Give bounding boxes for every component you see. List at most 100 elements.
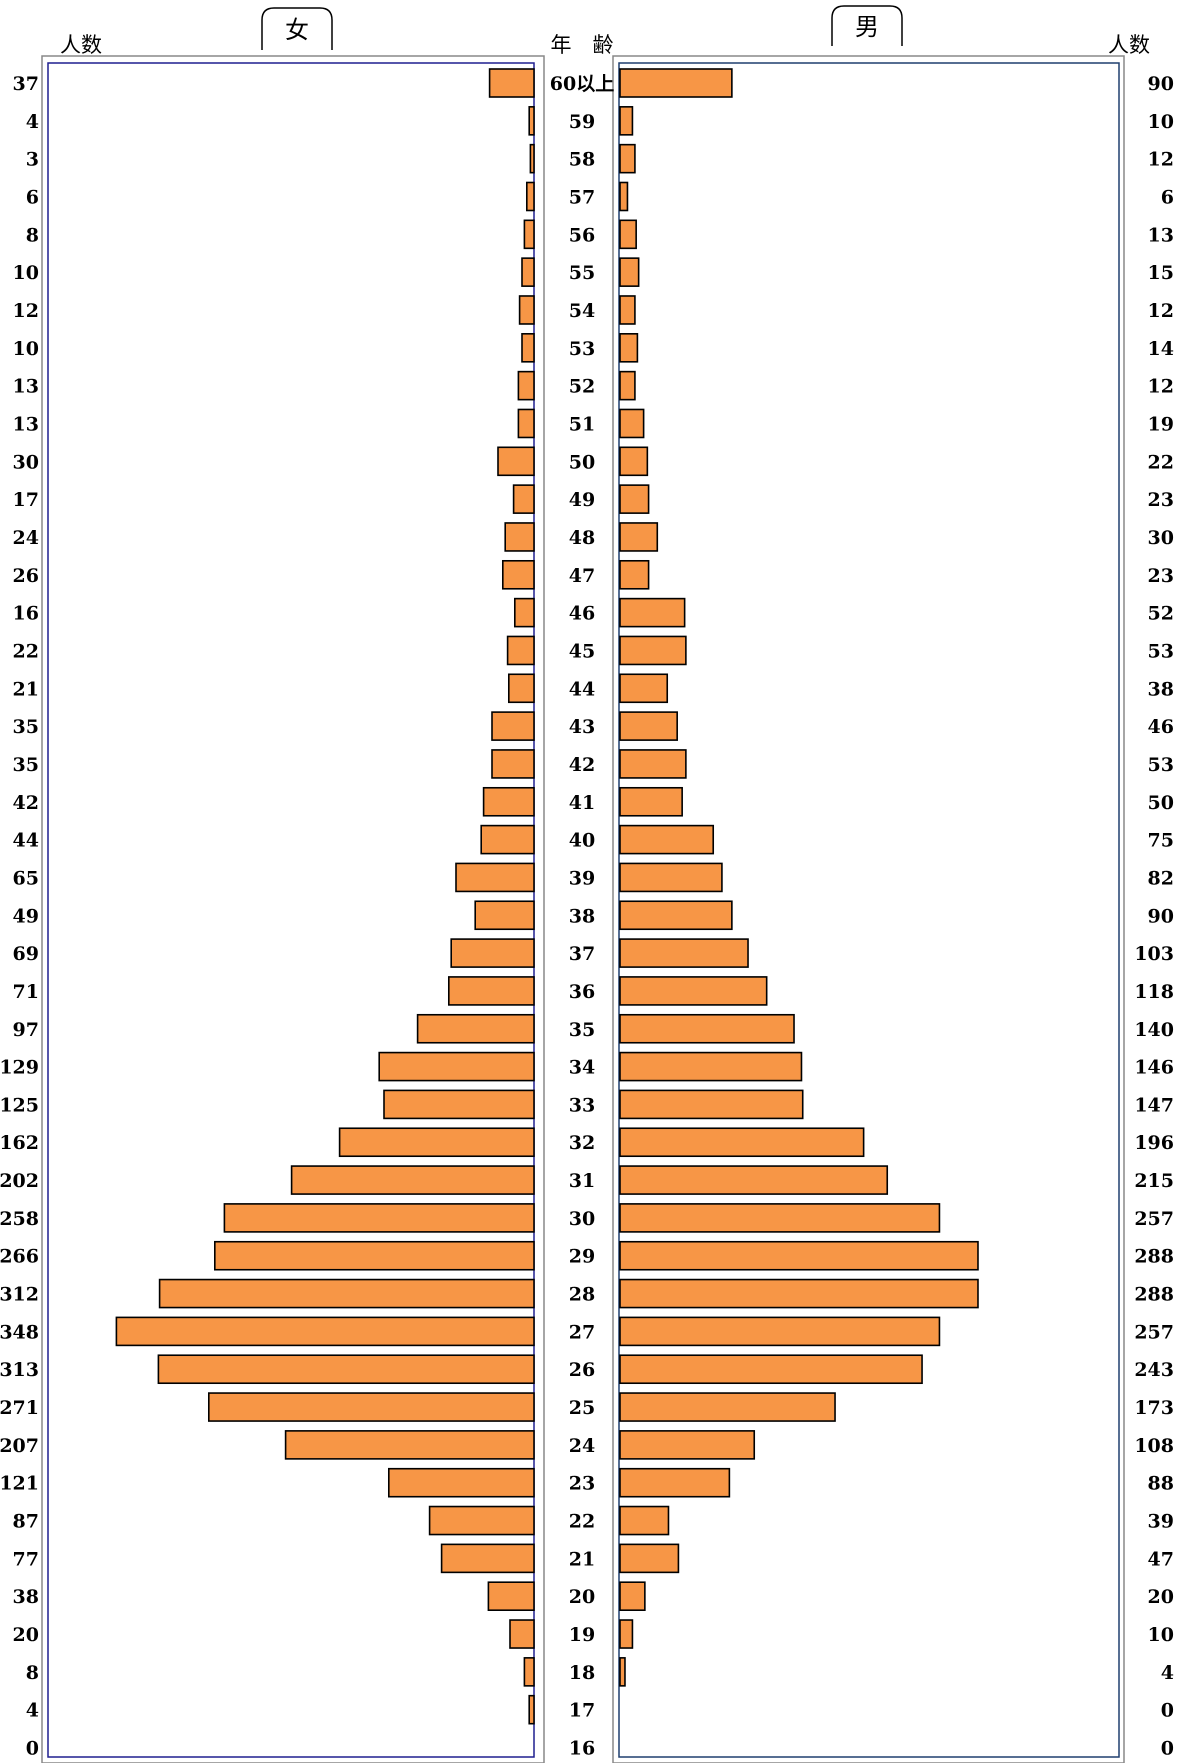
- female-value-label: 16: [13, 603, 39, 625]
- age-label: 18: [569, 1662, 595, 1684]
- female-value-label: 202: [0, 1170, 39, 1192]
- female-value-label: 348: [0, 1321, 39, 1343]
- female-bar-22: [428, 1505, 535, 1536]
- male-value-label: 215: [1134, 1170, 1174, 1192]
- male-value-label: 103: [1134, 943, 1174, 965]
- age-label: 57: [569, 186, 595, 208]
- female-value-label: 3: [26, 149, 39, 171]
- male-value-label: 288: [1134, 1284, 1174, 1306]
- female-bar-33: [383, 1089, 535, 1120]
- female-bar-53: [521, 333, 535, 363]
- count-header-right: 人数: [1108, 33, 1150, 57]
- female-value-label: 207: [0, 1435, 39, 1457]
- male-value-label: 23: [1148, 565, 1174, 587]
- male-value-label: 10: [1148, 1624, 1174, 1646]
- male-bar-59: [619, 106, 634, 136]
- female-bar-32: [338, 1127, 535, 1158]
- male-value-label: 75: [1148, 830, 1174, 852]
- male-bar-53: [619, 333, 639, 363]
- age-label: 19: [569, 1624, 595, 1646]
- male-value-label: 39: [1148, 1511, 1174, 1533]
- age-label: 52: [569, 376, 595, 398]
- age-label: 55: [569, 262, 595, 284]
- male-value-label: 173: [1134, 1397, 1174, 1419]
- female-value-label: 24: [13, 527, 39, 549]
- male-value-label: 46: [1148, 716, 1174, 738]
- male-bar-52: [619, 370, 636, 401]
- male-value-label: 243: [1134, 1359, 1174, 1381]
- female-value-label: 8: [26, 1662, 39, 1684]
- female-value-label: 44: [13, 830, 39, 852]
- male-value-label: 19: [1148, 413, 1174, 435]
- male-value-label: 38: [1148, 678, 1174, 700]
- age-label: 31: [569, 1170, 595, 1192]
- female-bar-54: [518, 295, 535, 325]
- male-label: 男: [855, 13, 879, 41]
- male-bar-40: [619, 824, 715, 855]
- female-bar-21: [440, 1543, 535, 1574]
- female-value-label: 77: [13, 1548, 39, 1570]
- age-label: 17: [569, 1700, 595, 1722]
- female-bar-52: [517, 370, 535, 401]
- female-bar-29: [214, 1240, 535, 1271]
- female-value-label: 21: [13, 678, 39, 700]
- male-value-label: 140: [1134, 1019, 1174, 1041]
- female-bars: [115, 68, 535, 1725]
- female-value-label: 4: [26, 111, 39, 133]
- male-bar-19: [619, 1619, 634, 1649]
- male-value-label: 90: [1148, 905, 1174, 927]
- female-value-label: 4: [26, 1700, 39, 1722]
- female-value-labels: 3743681012101313301724261622213535424465…: [0, 73, 39, 1760]
- age-label: 46: [569, 603, 595, 625]
- female-bar-25: [208, 1392, 535, 1422]
- age-label: 32: [569, 1132, 595, 1154]
- male-bar-47: [619, 559, 650, 590]
- male-value-label: 50: [1148, 792, 1174, 814]
- male-value-label: 14: [1148, 338, 1174, 360]
- male-bar-32: [619, 1127, 865, 1158]
- female-value-label: 26: [13, 565, 39, 587]
- male-bars: [619, 68, 979, 1687]
- female-bar-28: [158, 1278, 535, 1309]
- female-bar-30: [223, 1203, 535, 1233]
- male-value-label: 257: [1134, 1321, 1174, 1343]
- age-label: 47: [569, 565, 595, 587]
- age-label: 58: [569, 149, 595, 171]
- male-bar-49: [619, 484, 650, 514]
- female-bar-50: [497, 446, 535, 477]
- age-label: 53: [569, 338, 595, 360]
- male-bar-48: [619, 522, 659, 552]
- male-value-label: 4: [1161, 1662, 1174, 1684]
- female-bar-51: [517, 408, 535, 439]
- age-label: 42: [569, 754, 595, 776]
- male-value-label: 82: [1148, 867, 1174, 889]
- female-value-label: 266: [0, 1246, 39, 1268]
- female-bar-47: [501, 559, 535, 590]
- female-bar-34: [378, 1051, 535, 1082]
- male-value-label: 20: [1148, 1586, 1174, 1608]
- male-bar-20: [619, 1581, 646, 1611]
- male-value-label: 90: [1148, 73, 1174, 95]
- male-value-label: 12: [1148, 376, 1174, 398]
- male-bar-38: [619, 900, 733, 931]
- female-value-label: 129: [0, 1057, 39, 1079]
- female-value-label: 13: [13, 376, 39, 398]
- male-value-label: 47: [1148, 1548, 1174, 1570]
- female-value-label: 0: [26, 1738, 39, 1760]
- female-bar-56: [523, 219, 535, 250]
- male-bar-50: [619, 446, 649, 477]
- age-label: 29: [569, 1246, 595, 1268]
- age-label: 23: [569, 1473, 595, 1495]
- female-value-label: 6: [26, 186, 39, 208]
- female-bar-39: [455, 862, 535, 893]
- age-label: 43: [569, 716, 595, 738]
- age-label: 41: [569, 792, 595, 814]
- age-label: 34: [569, 1057, 595, 1079]
- female-value-label: 13: [13, 413, 39, 435]
- female-bar-35: [416, 1013, 535, 1044]
- age-label: 40: [569, 830, 595, 852]
- female-bar-55: [521, 257, 535, 287]
- male-bar-29: [619, 1240, 979, 1271]
- age-label: 22: [569, 1511, 595, 1533]
- female-value-label: 17: [13, 489, 39, 511]
